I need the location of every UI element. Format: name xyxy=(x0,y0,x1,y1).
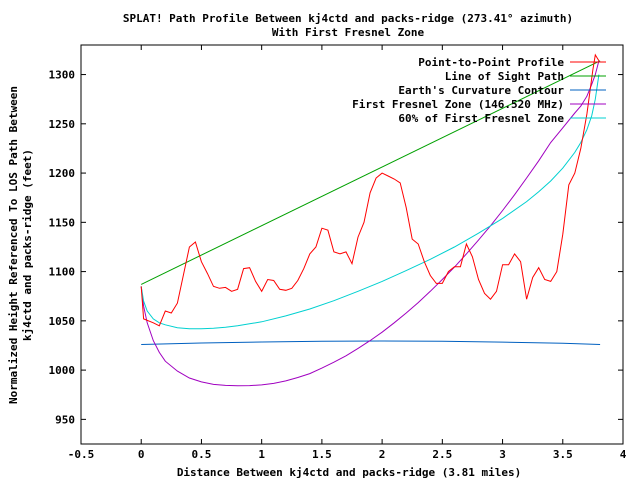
x-tick-label: 2 xyxy=(379,448,386,461)
legend-label: Point-to-Point Profile xyxy=(418,56,564,69)
x-tick-label: 1.5 xyxy=(312,448,332,461)
series-line-2 xyxy=(141,340,601,345)
y-tick-label: 1000 xyxy=(49,364,76,377)
x-tick-label: 1 xyxy=(258,448,265,461)
y-tick-label: 1200 xyxy=(49,167,76,180)
chart-title: SPLAT! Path Profile Between kj4ctd and p… xyxy=(123,12,573,25)
x-tick-label: 3.5 xyxy=(553,448,573,461)
y-tick-label: 1150 xyxy=(49,216,76,229)
series-line-1 xyxy=(140,60,601,285)
x-tick-label: 4 xyxy=(620,448,627,461)
legend-label: First Fresnel Zone (146.520 MHz) xyxy=(352,98,564,111)
y-tick-label: 1250 xyxy=(49,118,76,131)
y-axis-label-line1: Normalized Height Referenced To LOS Path… xyxy=(7,86,20,404)
series-line-0 xyxy=(140,53,600,327)
legend-label: Earth's Curvature Contour xyxy=(398,84,564,97)
legend-label: Line of Sight Path xyxy=(445,70,564,83)
y-tick-label: 950 xyxy=(55,413,75,426)
y-axis-ticks: 950 1000 1050 1100 1150 1200 1250 1300 xyxy=(49,69,623,426)
y-tick-label: 1100 xyxy=(49,266,76,279)
x-tick-label: -0.5 xyxy=(68,448,95,461)
legend-label: 60% of First Fresnel Zone xyxy=(398,112,564,125)
y-tick-label: 1050 xyxy=(49,315,76,328)
y-axis-label-line2: kj4ctd and packs-ridge (feet) xyxy=(21,149,34,341)
x-tick-label: 2.5 xyxy=(432,448,452,461)
x-axis-ticks: -0.5 0 0.5 1 1.5 2 2.5 3 3.5 4 xyxy=(68,45,627,461)
chart-subtitle: With First Fresnel Zone xyxy=(272,26,425,39)
series-line-3 xyxy=(140,60,600,387)
x-tick-label: 0 xyxy=(138,448,145,461)
x-tick-label: 3 xyxy=(499,448,506,461)
x-axis-label: Distance Between kj4ctd and packs-ridge … xyxy=(177,466,521,479)
series-layer xyxy=(140,53,601,387)
plot-frame xyxy=(80,44,624,445)
y-tick-label: 1300 xyxy=(49,69,76,82)
series-line-4 xyxy=(140,74,600,330)
x-tick-label: 0.5 xyxy=(192,448,212,461)
